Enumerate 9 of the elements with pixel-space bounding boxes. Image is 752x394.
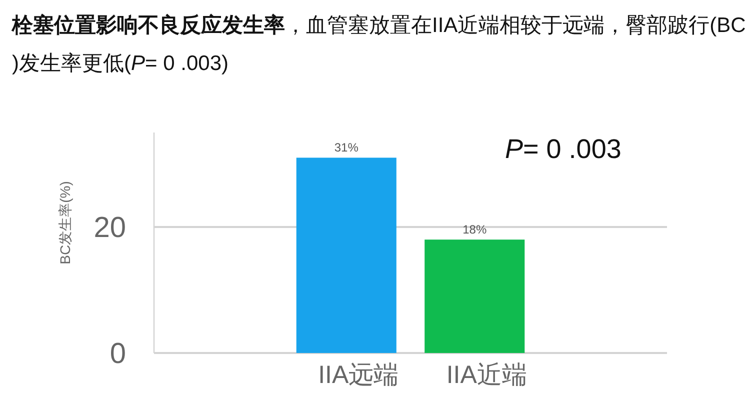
y-tick-label: 0 [110, 338, 126, 370]
x-tick-label: IIA近端 [446, 361, 527, 389]
x-tick-label: IIA远端 [318, 361, 399, 389]
title: 栓塞位置影响不良反应发生率，血管塞放置在IIA近端相较于远端，臀部跛行(BC)发生率更低(P= 0 .003) [12, 14, 746, 75]
data-label: 18% [462, 222, 487, 237]
annotation: P= 0 .003 [505, 134, 622, 164]
data-label: 31% [334, 140, 359, 155]
y-axis-title: BC发生率(%) [57, 181, 73, 264]
y-tick-label: 20 [94, 212, 126, 244]
